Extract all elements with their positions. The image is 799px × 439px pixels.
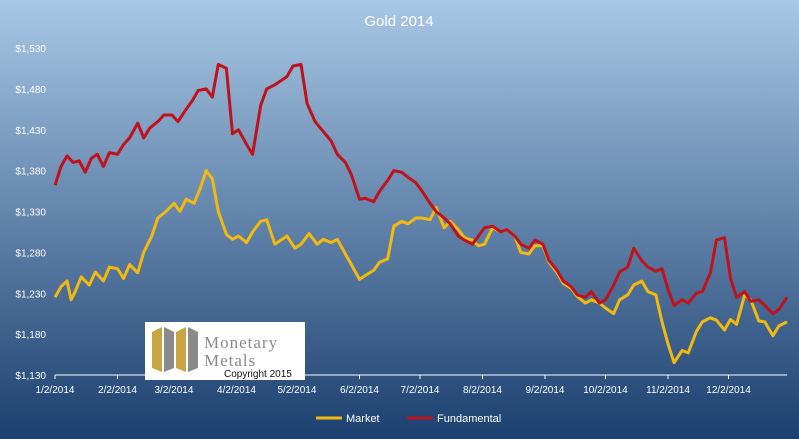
y-tick-label: $1,330 <box>15 208 46 219</box>
watermark-name-line2: Metals <box>204 351 256 370</box>
series-line-fundamental <box>53 62 789 316</box>
x-tick-label: 4/2/2014 <box>217 385 256 396</box>
x-tick-label: 1/2/2014 <box>36 385 75 396</box>
y-tick-label: $1,430 <box>15 126 46 137</box>
x-tick-label: 5/2/2014 <box>278 385 317 396</box>
x-tick-label: 6/2/2014 <box>340 385 379 396</box>
x-tick-label: 3/2/2014 <box>155 385 194 396</box>
chart-title: Gold 2014 <box>364 13 433 30</box>
legend-label-fundamental: Fundamental <box>437 413 501 425</box>
y-tick-label: $1,280 <box>15 248 46 259</box>
watermark-name-line1: Monetary <box>204 333 278 352</box>
x-axis-ticks: 1/2/2014 2/2/2014 3/2/2014 4/2/2014 5/2/2014… <box>36 375 751 396</box>
x-tick-label: 9/2/2014 <box>526 385 565 396</box>
y-axis-labels: $1,130 $1,180 $1,230 $1,280 $1,330 $1,380 $1,4… <box>15 44 46 382</box>
series-line-market <box>53 169 788 365</box>
y-tick-label: $1,230 <box>15 289 46 300</box>
x-tick-label: 11/2/2014 <box>646 385 690 396</box>
legend-label-market: Market <box>346 413 380 425</box>
y-tick-label: $1,130 <box>15 371 46 382</box>
y-tick-label: $1,180 <box>15 330 46 341</box>
y-tick-label: $1,530 <box>15 44 46 55</box>
x-tick-label: 7/2/2014 <box>401 385 440 396</box>
watermark-logo: Monetary Metals Copyright 2015 <box>145 322 305 380</box>
y-tick-label: $1,480 <box>15 85 46 96</box>
y-tick-label: $1,380 <box>15 167 46 178</box>
x-tick-label: 2/2/2014 <box>98 385 137 396</box>
x-tick-label: 10/2/2014 <box>583 385 628 396</box>
monetary-metals-logo-icon <box>152 327 198 372</box>
x-tick-label: 12/2/2014 <box>706 385 751 396</box>
series-group <box>53 62 789 365</box>
chart-legend: Market Fundamental <box>316 413 501 425</box>
x-tick-label: 8/2/2014 <box>463 385 502 396</box>
watermark-copyright: Copyright 2015 <box>224 369 292 380</box>
